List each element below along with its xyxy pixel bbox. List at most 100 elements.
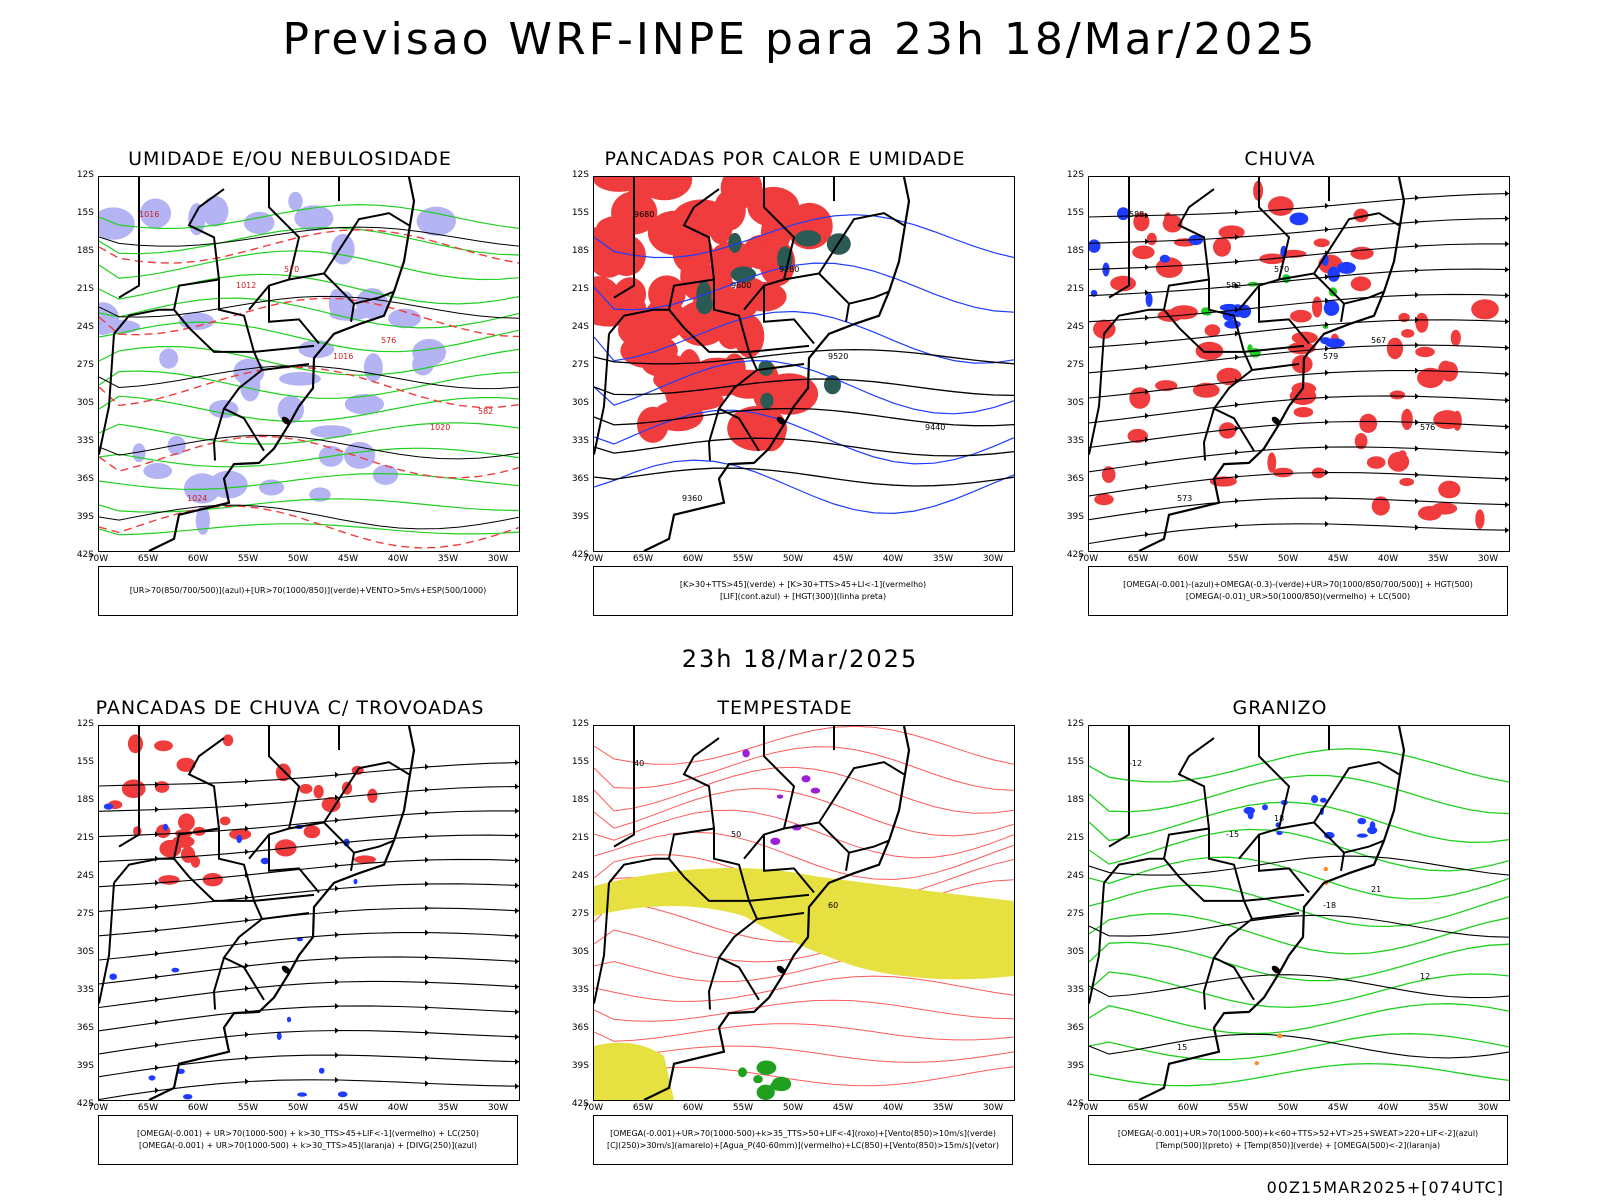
lat-tick-label: 39S bbox=[76, 512, 94, 522]
state-border bbox=[1258, 177, 1291, 280]
lat-tick-label: 18S bbox=[1066, 246, 1084, 256]
k-index-area bbox=[728, 232, 742, 253]
omega-area bbox=[1237, 304, 1252, 319]
contour-label: -18 bbox=[1323, 901, 1336, 910]
lon-tick-label: 30W bbox=[487, 1103, 509, 1113]
streamline bbox=[1089, 243, 1509, 271]
hgt300-contour bbox=[594, 437, 1014, 457]
streamline-arrow bbox=[1235, 473, 1239, 480]
lon-tick-label: 55W bbox=[732, 554, 754, 564]
state-border bbox=[1258, 834, 1310, 894]
instability-area bbox=[594, 226, 617, 262]
streamline-arrow bbox=[1235, 234, 1239, 241]
state-border bbox=[1313, 272, 1385, 305]
legend-line: [OMEGA(-0.001)-(azul)+OMEGA(-0.3)-(verde… bbox=[1123, 580, 1473, 589]
streamline-arrow bbox=[155, 950, 159, 957]
streamline-arrow bbox=[515, 1033, 519, 1040]
map-base bbox=[1089, 177, 1406, 551]
storm-area bbox=[154, 740, 173, 752]
omega500-area bbox=[1277, 1033, 1283, 1039]
streamline-arrow bbox=[1145, 484, 1149, 490]
streamline-arrow bbox=[1325, 444, 1329, 451]
lon-tick-label: 40W bbox=[387, 554, 409, 564]
streamline-arrow bbox=[1235, 282, 1239, 289]
map-base bbox=[594, 726, 911, 1100]
humidity-area bbox=[99, 302, 120, 335]
instability-area bbox=[594, 295, 639, 327]
lon-tick-label: 60W bbox=[187, 554, 209, 564]
rain-area bbox=[1350, 246, 1374, 260]
streamline-arrow bbox=[1325, 394, 1329, 401]
lon-tick-label: 40W bbox=[1377, 1103, 1399, 1113]
state-border bbox=[323, 821, 395, 854]
lat-tick-label: 24S bbox=[1066, 322, 1084, 332]
streamline-arrow bbox=[155, 806, 159, 813]
streamline-arrow bbox=[1325, 469, 1329, 476]
lc850-contour bbox=[594, 746, 1014, 791]
streamline-arrow bbox=[1235, 330, 1239, 337]
lon-tick-label: 30W bbox=[1477, 554, 1499, 564]
pressure-contour bbox=[99, 434, 519, 460]
humidity-area bbox=[363, 353, 383, 382]
streamline bbox=[99, 1054, 519, 1078]
omega-area bbox=[1145, 292, 1153, 307]
rain-area bbox=[1438, 360, 1453, 380]
legend-line: [UR>70(850/700/500)](azul)+[UR>70(1000/8… bbox=[129, 586, 487, 595]
panel-tempestade: TEMPESTADE 40 50 60 [OMEGA(-0.001)+UR>70(1… bbox=[555, 697, 1015, 1177]
severe-area bbox=[801, 775, 811, 783]
state-border bbox=[113, 278, 220, 335]
wind-area bbox=[753, 1075, 763, 1084]
instability-area bbox=[713, 189, 746, 231]
panel-title: UMIDADE E/OU NEBULOSIDADE bbox=[128, 148, 452, 170]
state-border bbox=[1243, 893, 1305, 902]
k-index-area bbox=[760, 392, 774, 409]
temp500-contour bbox=[1089, 855, 1509, 876]
lc850-contour bbox=[594, 1023, 1014, 1042]
divergence-area bbox=[260, 857, 270, 865]
streamline-arrow bbox=[245, 985, 249, 992]
lat-tick-label: 30S bbox=[1066, 947, 1084, 957]
lon-tick-label: 40W bbox=[1377, 554, 1399, 564]
run-id-footer: 00Z15MAR2025+[074UTC] bbox=[1266, 1178, 1504, 1197]
lat-tick-label: 42S bbox=[1066, 550, 1084, 560]
contour-label: 9440 bbox=[925, 423, 945, 432]
lon-tick-label: 50W bbox=[1277, 554, 1299, 564]
legend-line: [OMEGA(-0.001) + UR>70(1000-500) + k>30_… bbox=[138, 1141, 478, 1150]
streamline-arrow bbox=[335, 885, 339, 892]
streamline-arrow bbox=[515, 1058, 519, 1065]
lagoon bbox=[281, 965, 291, 974]
instability-area bbox=[657, 210, 711, 257]
streamline-arrow bbox=[1415, 291, 1419, 298]
streamline-arrow bbox=[515, 1083, 519, 1090]
rain-area bbox=[1417, 367, 1444, 388]
humidity-contour bbox=[99, 250, 519, 281]
lat-tick-label: 36S bbox=[571, 1023, 589, 1033]
lat-tick-label: 42S bbox=[76, 550, 94, 560]
rain-area bbox=[1093, 319, 1116, 339]
humidity-area bbox=[331, 233, 355, 265]
divergence-area bbox=[236, 834, 242, 844]
omega-area bbox=[1289, 212, 1309, 226]
lat-tick-label: 12S bbox=[1066, 719, 1084, 729]
legend-line: [OMEGA(-0.001)+UR>70(1000-500)+k<60+TTS>… bbox=[1117, 1129, 1479, 1138]
streamline-arrow bbox=[1235, 497, 1239, 504]
streamline bbox=[1089, 523, 1509, 545]
storm-area bbox=[354, 855, 376, 864]
lon-tick-label: 35W bbox=[1427, 1103, 1449, 1113]
streamline bbox=[1089, 293, 1509, 323]
streamline-arrow bbox=[425, 905, 429, 912]
wind-area bbox=[756, 1084, 775, 1100]
legend-line: [OMEGA(-0.001) + UR>70(1000-500) + k>30_… bbox=[136, 1129, 480, 1138]
rain-area bbox=[1312, 296, 1323, 318]
streamline-arrow bbox=[515, 759, 519, 766]
streamline-arrow bbox=[1325, 521, 1329, 527]
streamline-arrow bbox=[245, 894, 249, 901]
rain-area bbox=[1267, 196, 1294, 216]
legend-granizo: [OMEGA(-0.001)+UR>70(1000-500)+k<60+TTS>… bbox=[1088, 1115, 1508, 1165]
wind-area bbox=[756, 1060, 777, 1075]
state-border bbox=[818, 272, 890, 305]
humidity-contour bbox=[99, 203, 519, 230]
lon-tick-label: 45W bbox=[337, 1103, 359, 1113]
streamline bbox=[99, 810, 519, 838]
humidity-area bbox=[309, 487, 331, 502]
